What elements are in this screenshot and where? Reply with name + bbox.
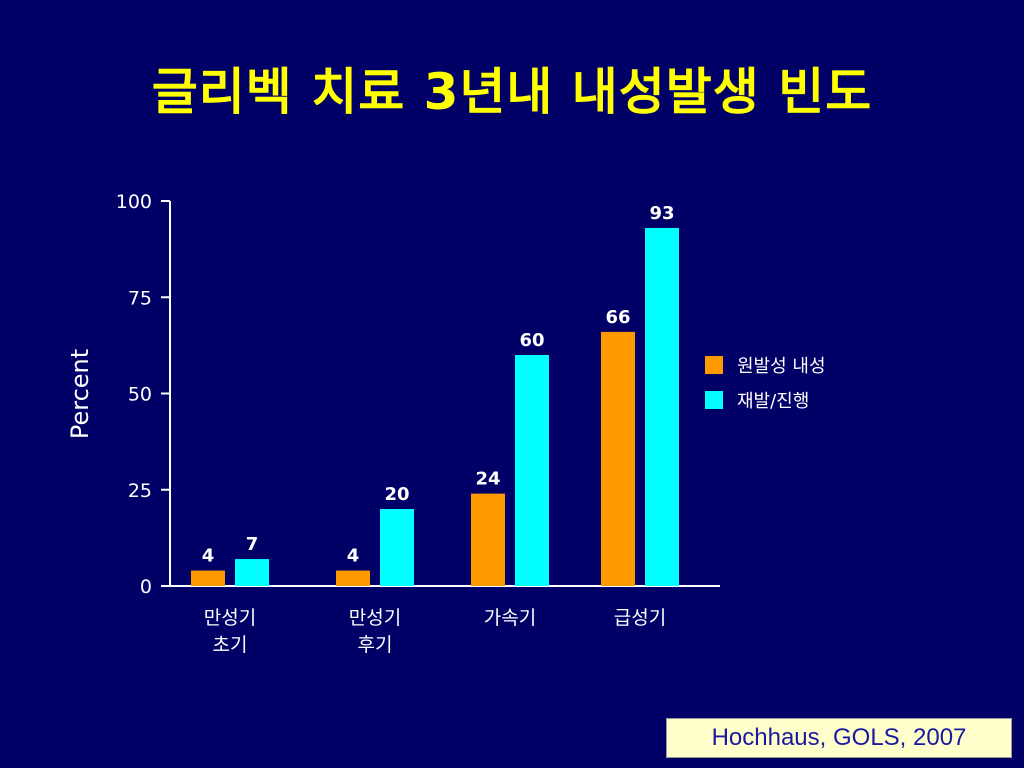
x-category-label: 가속기 bbox=[484, 607, 536, 629]
x-category-label: 만성기 bbox=[349, 607, 401, 629]
bar bbox=[191, 570, 225, 586]
legend-label: 원발성 내성 bbox=[737, 356, 826, 377]
y-tick-label: 75 bbox=[128, 287, 152, 309]
bar-value-label: 4 bbox=[202, 546, 215, 567]
bar bbox=[601, 331, 635, 586]
bar-value-label: 7 bbox=[246, 534, 259, 555]
bar bbox=[515, 355, 549, 586]
bar-value-label: 24 bbox=[475, 469, 500, 490]
slide-title: 글리벡 치료 3년내 내성발생 빈도 bbox=[151, 63, 873, 121]
legend-label: 재발/진행 bbox=[737, 391, 809, 412]
bar bbox=[645, 227, 679, 586]
y-tick-label: 100 bbox=[116, 191, 152, 213]
y-tick-label: 25 bbox=[128, 480, 152, 502]
bar-value-label: 20 bbox=[384, 484, 409, 505]
bar-value-label: 60 bbox=[519, 330, 544, 351]
y-axis-title: Percent bbox=[66, 349, 94, 439]
bar-value-label: 93 bbox=[649, 203, 674, 224]
bar-value-label: 4 bbox=[347, 546, 360, 567]
x-category-label: 급성기 bbox=[614, 607, 666, 629]
citation-box: Hochhaus, GOLS, 2007 bbox=[666, 718, 1012, 758]
x-category-label: 후기 bbox=[358, 634, 393, 656]
bar bbox=[235, 559, 269, 586]
x-category-label: 초기 bbox=[213, 634, 248, 656]
bar bbox=[380, 509, 414, 586]
y-tick-label: 0 bbox=[140, 576, 152, 598]
legend-swatch bbox=[705, 391, 723, 409]
bar bbox=[471, 493, 505, 586]
bar bbox=[336, 570, 370, 586]
chart-bars bbox=[191, 227, 679, 586]
x-category-label: 만성기 bbox=[204, 607, 256, 629]
y-tick-label: 50 bbox=[128, 384, 152, 406]
legend-swatch bbox=[705, 356, 723, 374]
bar-value-label: 66 bbox=[605, 307, 630, 328]
